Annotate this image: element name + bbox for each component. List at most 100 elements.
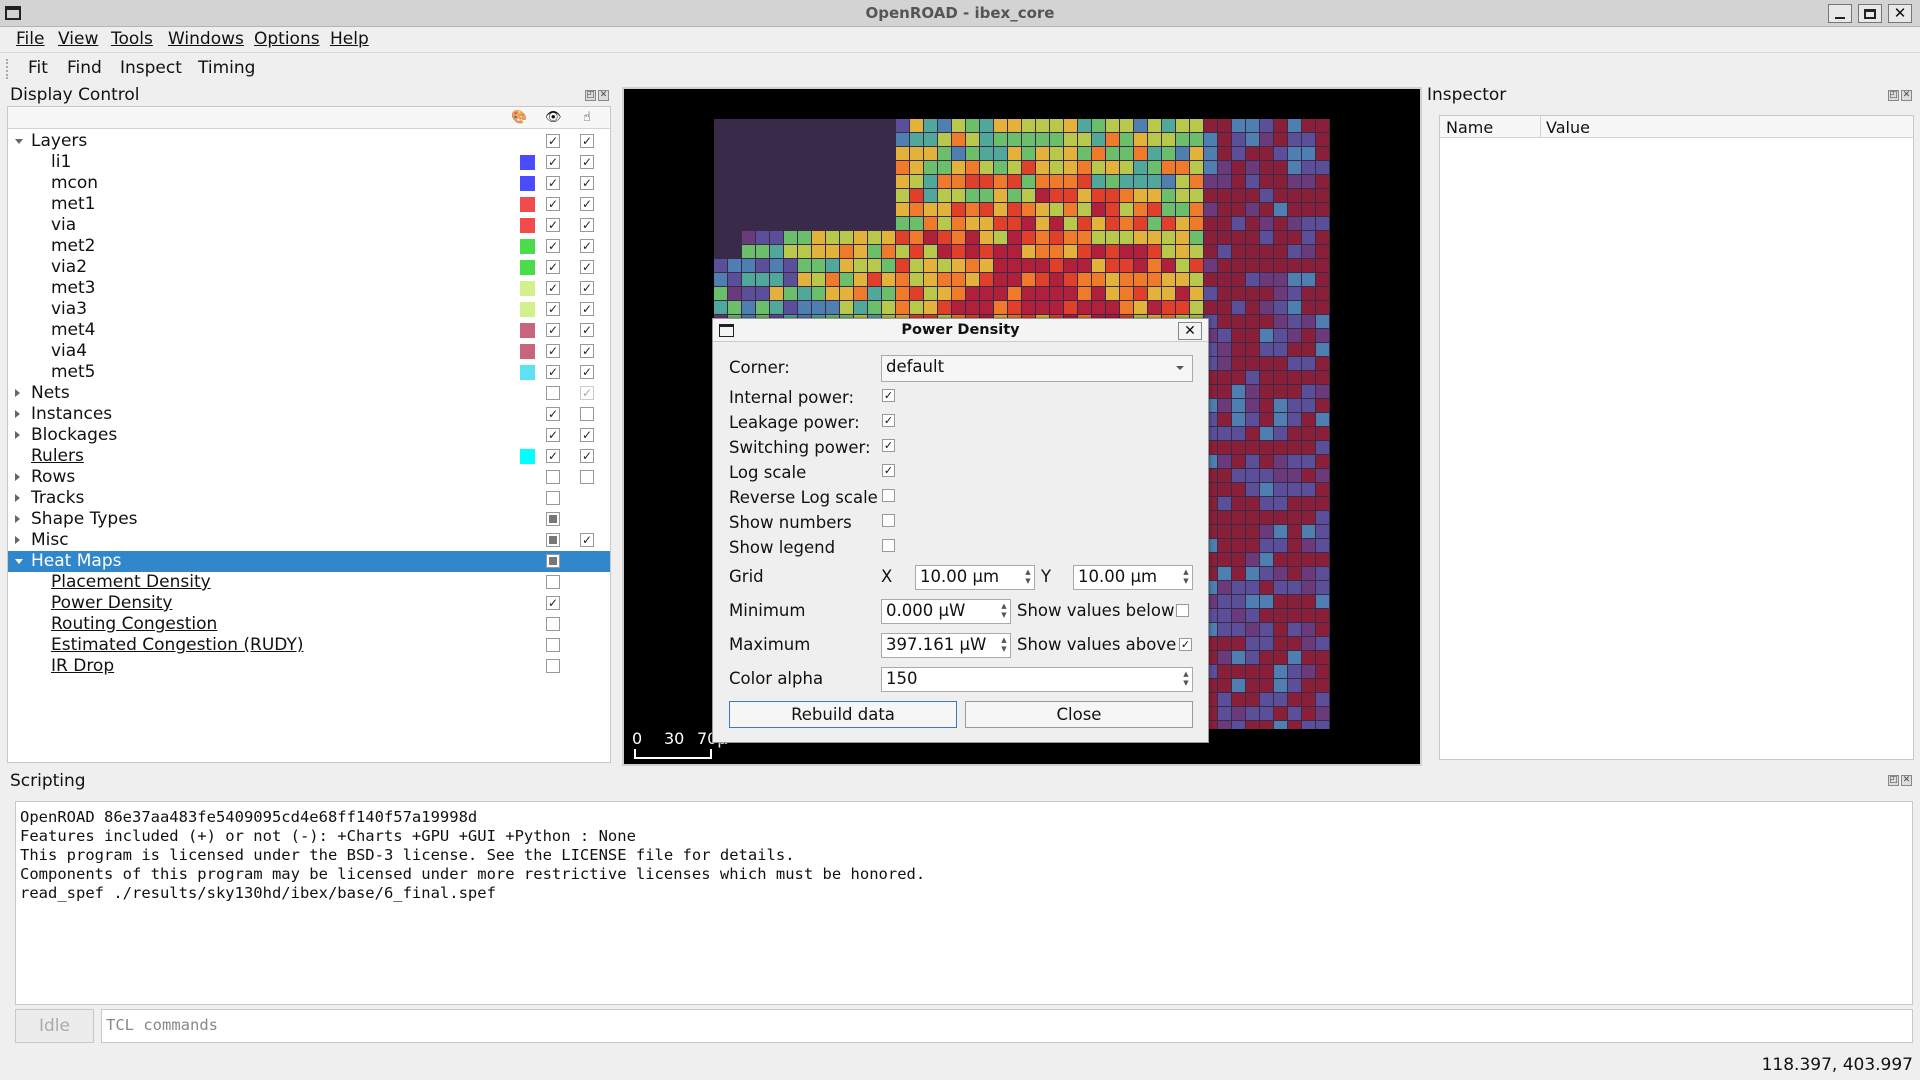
tree-row-blockages[interactable]: Blockages ✓ ✓ [8, 425, 610, 446]
leakage-power-checkbox[interactable]: ✓ [882, 414, 895, 427]
visible-checkbox[interactable]: ✓ [546, 134, 560, 148]
selectable-checkbox[interactable]: ✓ [580, 344, 594, 358]
visible-checkbox[interactable]: ✓ [546, 155, 560, 169]
tree-row-routing-congestion[interactable]: Routing Congestion [8, 614, 610, 635]
fit-button[interactable]: Fit [28, 58, 48, 78]
visible-checkbox[interactable]: ✓ [546, 428, 560, 442]
find-button[interactable]: Find [67, 58, 102, 78]
tree-row-met4[interactable]: met4 ✓ ✓ [8, 320, 610, 341]
show-values-below-checkbox[interactable] [1176, 604, 1189, 617]
spin-arrows-icon[interactable]: ▲ ▼ [1025, 568, 1031, 585]
color-swatch[interactable] [520, 218, 535, 233]
visible-checkbox[interactable]: ✓ [546, 344, 560, 358]
color-swatch[interactable] [520, 260, 535, 275]
show-numbers-checkbox[interactable] [882, 514, 895, 527]
tree-row-shape-types[interactable]: Shape Types [8, 509, 610, 530]
tree-row-nets[interactable]: Nets ✓ [8, 383, 610, 404]
chevron-right-icon[interactable] [15, 494, 20, 502]
tree-row-via[interactable]: via ✓ ✓ [8, 215, 610, 236]
toolbar-grip[interactable] [6, 59, 10, 79]
visible-checkbox[interactable] [546, 491, 560, 505]
visible-checkbox[interactable] [546, 575, 560, 589]
rebuild-data-button[interactable]: Rebuild data [729, 701, 957, 728]
chevron-right-icon[interactable] [15, 473, 20, 481]
selectable-checkbox[interactable]: ✓ [580, 323, 594, 337]
visible-checkbox[interactable] [546, 470, 560, 484]
visible-checkbox[interactable] [546, 638, 560, 652]
selectable-checkbox[interactable]: ✓ [580, 533, 594, 547]
visible-checkbox[interactable]: ✓ [546, 197, 560, 211]
tree-row-rulers[interactable]: Rulers ✓ ✓ [8, 446, 610, 467]
chevron-right-icon[interactable] [15, 536, 20, 544]
tree-row-via4[interactable]: via4 ✓ ✓ [8, 341, 610, 362]
corner-dropdown[interactable]: default [881, 355, 1193, 382]
tree-row-estimated-congestion-rudy[interactable]: Estimated Congestion (RUDY) [8, 635, 610, 656]
chevron-right-icon[interactable] [15, 410, 20, 418]
selectable-checkbox[interactable]: ✓ [580, 155, 594, 169]
tree-row-mcon[interactable]: mcon ✓ ✓ [8, 173, 610, 194]
color-swatch[interactable] [520, 344, 535, 359]
show-legend-checkbox[interactable] [882, 539, 895, 552]
switching-power-checkbox[interactable]: ✓ [882, 439, 895, 452]
color-swatch[interactable] [520, 365, 535, 380]
tree-row-ir-drop[interactable]: IR Drop [8, 656, 610, 677]
tree-row-met2[interactable]: met2 ✓ ✓ [8, 236, 610, 257]
visible-checkbox[interactable] [546, 512, 560, 526]
maximize-button[interactable] [1858, 4, 1882, 23]
selectable-checkbox[interactable]: ✓ [580, 449, 594, 463]
tree-row-tracks[interactable]: Tracks [8, 488, 610, 509]
color-swatch[interactable] [520, 176, 535, 191]
timing-button[interactable]: Timing [198, 58, 256, 78]
selectable-checkbox[interactable] [580, 407, 594, 421]
tree-row-met1[interactable]: met1 ✓ ✓ [8, 194, 610, 215]
idle-button[interactable]: Idle [15, 1009, 94, 1043]
visible-checkbox[interactable] [546, 533, 560, 547]
tree-row-power-density[interactable]: Power Density ✓ [8, 593, 610, 614]
tree-row-rows[interactable]: Rows [8, 467, 610, 488]
tree-row-misc[interactable]: Misc ✓ [8, 530, 610, 551]
close-icon[interactable]: ✕ [1901, 90, 1912, 101]
selectable-checkbox[interactable]: ✓ [580, 365, 594, 379]
selectable-checkbox[interactable]: ✓ [580, 260, 594, 274]
visible-checkbox[interactable] [546, 554, 560, 568]
tree-row-met3[interactable]: met3 ✓ ✓ [8, 278, 610, 299]
maximum-spinbox[interactable]: 397.161 µW ▲ ▼ [881, 633, 1011, 658]
spin-arrows-icon[interactable]: ▲ ▼ [1001, 636, 1007, 653]
float-icon[interactable]: ◰ [1888, 90, 1899, 101]
column-name[interactable]: Name [1446, 118, 1494, 137]
tree-row-layers[interactable]: Layers ✓ ✓ [8, 131, 610, 152]
tree-row-heat-maps[interactable]: Heat Maps [8, 551, 610, 572]
minimum-spinbox[interactable]: 0.000 µW ▲ ▼ [881, 599, 1011, 624]
tree-row-via3[interactable]: via3 ✓ ✓ [8, 299, 610, 320]
visible-checkbox[interactable]: ✓ [546, 449, 560, 463]
minimize-button[interactable] [1828, 4, 1852, 23]
selectable-checkbox[interactable]: ✓ [580, 134, 594, 148]
selectable-checkbox[interactable]: ✓ [580, 428, 594, 442]
float-icon[interactable]: ◰ [585, 90, 596, 101]
visible-checkbox[interactable]: ✓ [546, 239, 560, 253]
spin-arrows-icon[interactable]: ▲ ▼ [1183, 670, 1189, 687]
color-swatch[interactable] [520, 155, 535, 170]
visible-checkbox[interactable]: ✓ [546, 260, 560, 274]
tree-row-via2[interactable]: via2 ✓ ✓ [8, 257, 610, 278]
selectable-checkbox[interactable]: ✓ [580, 302, 594, 316]
selectable-checkbox[interactable]: ✓ [580, 239, 594, 253]
close-icon[interactable]: ✕ [598, 90, 609, 101]
visible-checkbox[interactable]: ✓ [546, 281, 560, 295]
visible-checkbox[interactable] [546, 659, 560, 673]
spin-arrows-icon[interactable]: ▲ ▼ [1001, 602, 1007, 619]
grid-x-spinbox[interactable]: 10.00 µm ▲ ▼ [915, 565, 1035, 590]
chevron-right-icon[interactable] [15, 389, 20, 397]
dialog-close-button[interactable]: ✕ [1178, 322, 1202, 340]
inspect-button[interactable]: Inspect [120, 58, 182, 78]
selectable-checkbox[interactable] [580, 470, 594, 484]
internal-power-checkbox[interactable]: ✓ [882, 389, 895, 402]
visible-checkbox[interactable] [546, 617, 560, 631]
color-alpha-spinbox[interactable]: 150 ▲ ▼ [881, 667, 1193, 692]
visible-checkbox[interactable]: ✓ [546, 323, 560, 337]
visible-checkbox[interactable]: ✓ [546, 365, 560, 379]
grid-y-spinbox[interactable]: 10.00 µm ▲ ▼ [1073, 565, 1193, 590]
tree-row-met5[interactable]: met5 ✓ ✓ [8, 362, 610, 383]
color-swatch[interactable] [520, 239, 535, 254]
selectable-checkbox[interactable]: ✓ [580, 176, 594, 190]
